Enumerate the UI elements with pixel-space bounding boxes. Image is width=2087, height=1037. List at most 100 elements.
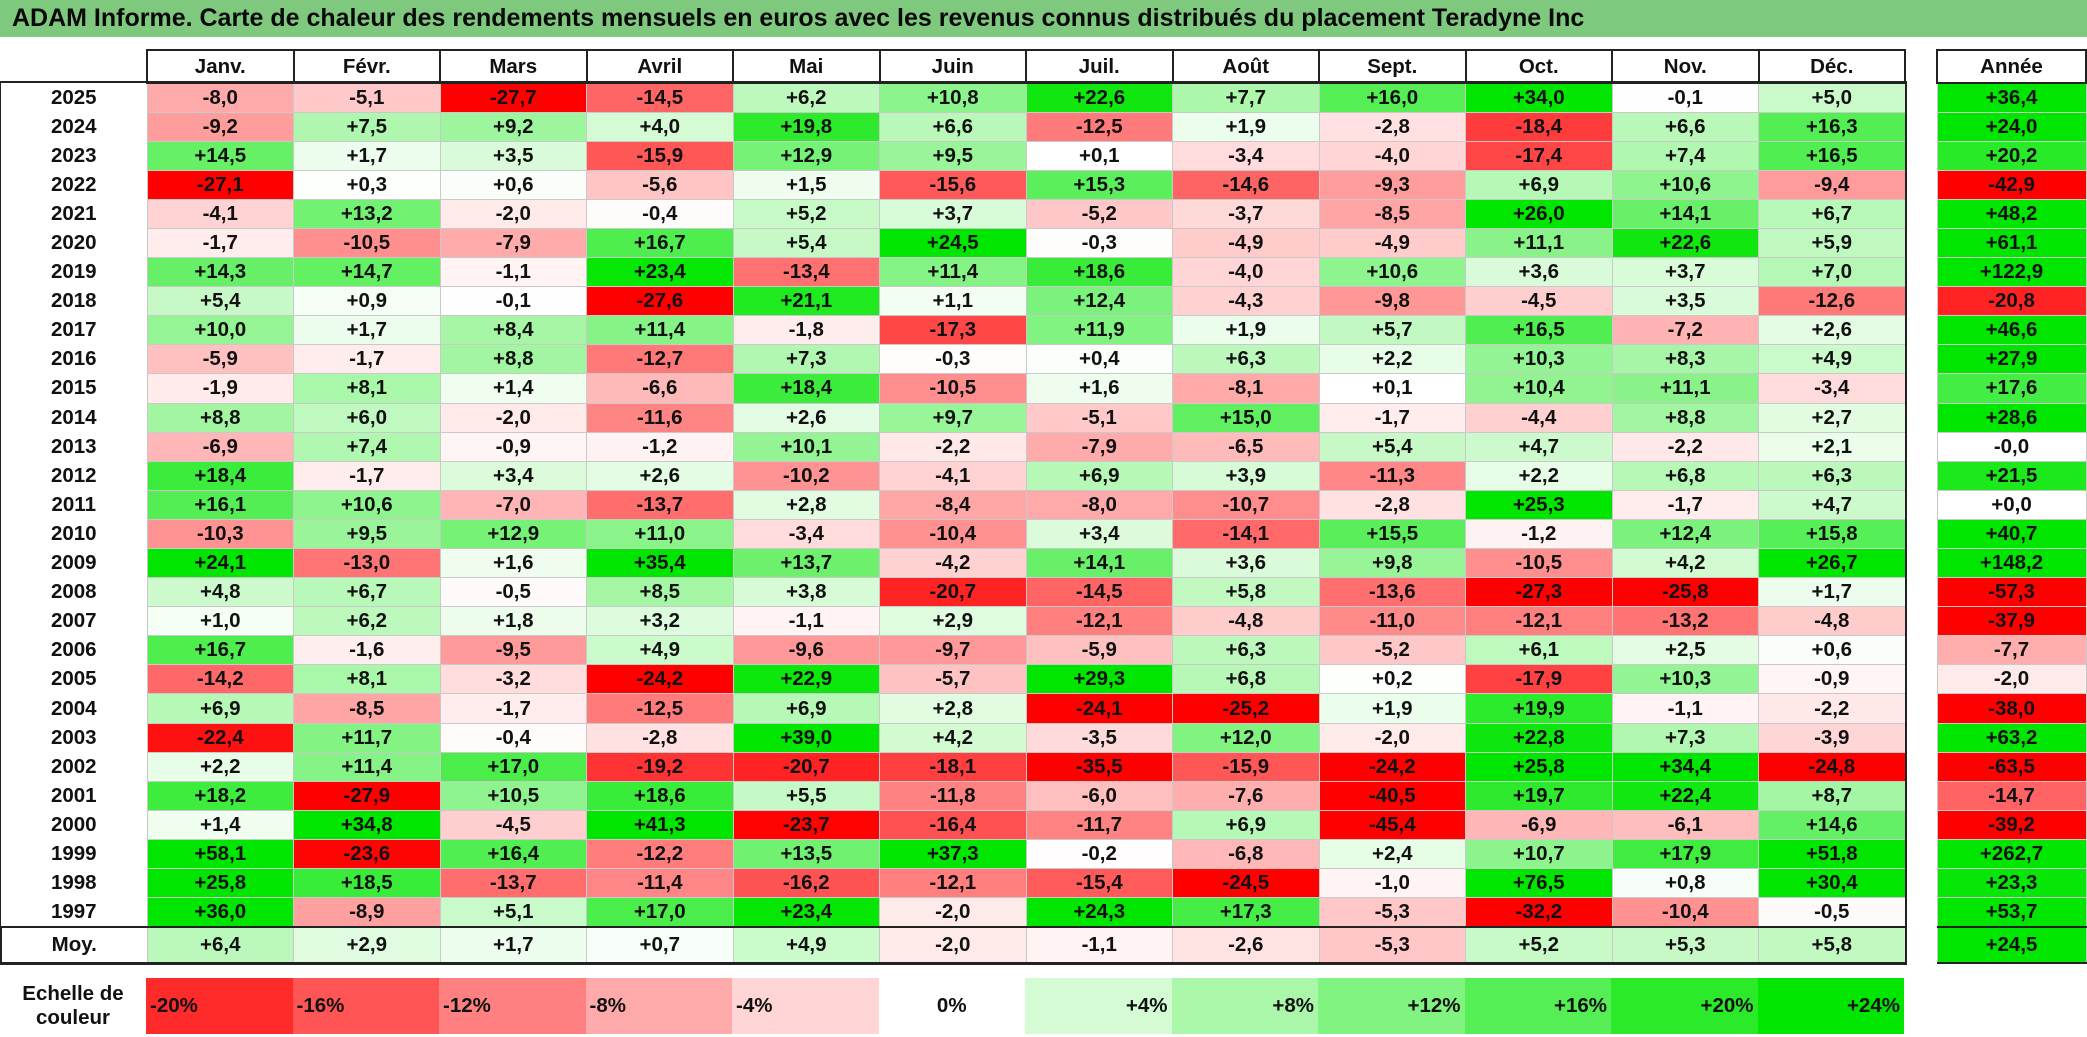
heatmap-cell: +5,9: [1758, 227, 1906, 259]
annual-header: Année: [1936, 49, 2087, 84]
heatmap-cell: +0,1: [1025, 140, 1173, 171]
heatmap-cell: +10,1: [732, 431, 880, 462]
heatmap-cell: +3,6: [1465, 257, 1613, 288]
color-scale-swatch: 0%: [878, 978, 1025, 1034]
heatmap-cell: -12,2: [586, 838, 734, 870]
heatmap-cell: +6,6: [879, 111, 1027, 142]
heatmap-cell: +1,8: [439, 606, 587, 637]
heatmap-cell: -2,0: [439, 198, 587, 229]
heatmap-cell: -11,3: [1318, 460, 1466, 491]
average-cell: -5,3: [1318, 925, 1466, 964]
heatmap-cell: -5,9: [1025, 635, 1173, 666]
heatmap-cell: -14,5: [586, 82, 734, 113]
heatmap-cell: +0,2: [1318, 664, 1466, 695]
heatmap-cell: +8,8: [439, 344, 587, 375]
heatmap-cell: -4,9: [1318, 227, 1466, 259]
year-label: 2016: [1, 344, 147, 374]
heatmap-cell: +10,5: [439, 780, 587, 811]
month-header: Nov.: [1611, 49, 1760, 84]
heatmap-cell: -32,2: [1465, 897, 1613, 928]
year-label: 2003: [1, 723, 147, 753]
heatmap-cell: +22,4: [1611, 780, 1759, 811]
year-row: 2022 -27,1 +0,3 +0,6 -5,6 +1,5 -15,6 +15,3 -14,6…: [1, 169, 1906, 200]
heatmap-cell: +2,2: [146, 751, 294, 782]
month-header: Juil.: [1025, 49, 1174, 84]
heatmap-cell: -27,1: [146, 169, 294, 200]
heatmap-cell: -8,0: [146, 82, 294, 113]
heatmap-cell: +0,3: [293, 169, 441, 200]
heatmap-cell: -27,3: [1465, 577, 1613, 608]
heatmap-cell: -12,5: [1025, 111, 1173, 142]
month-header: Mars: [439, 49, 588, 84]
heatmap-cell: +18,6: [586, 780, 734, 811]
annual-cell: +28,6: [1936, 402, 2087, 433]
heatmap-cell: +14,5: [146, 140, 294, 171]
heatmap-cell: +6,0: [293, 402, 441, 433]
heatmap-cell: -12,7: [586, 344, 734, 375]
annual-cell: +53,7: [1936, 897, 2087, 928]
average-cell: -2,6: [1172, 925, 1320, 964]
heatmap-cell: +5,5: [732, 780, 880, 811]
year-row: 2005 -14,2 +8,1 -3,2 -24,2 +22,9 -5,7 +29,3 +6,8…: [1, 664, 1906, 695]
month-header: Juin: [878, 49, 1027, 84]
heatmap-cell: -8,5: [1318, 198, 1466, 229]
heatmap-cell: +19,9: [1465, 693, 1613, 724]
annual-cell: -57,3: [1936, 577, 2087, 608]
heatmap-cell: -9,5: [439, 635, 587, 666]
year-row: 2016 -5,9 -1,7 +8,8 -12,7 +7,3 -0,3 +0,4 +6,3 +2,…: [1, 344, 1906, 375]
heatmap-cell: +14,3: [146, 257, 294, 288]
heatmap-cell: -2,2: [879, 431, 1027, 462]
heatmap-cell: +10,3: [1465, 344, 1613, 375]
heatmap-cell: +26,0: [1465, 198, 1613, 229]
heatmap-cell: +2,2: [1318, 344, 1466, 375]
year-label: 2022: [1, 170, 147, 200]
heatmap-cell: +3,4: [439, 460, 587, 491]
heatmap-cell: -11,6: [586, 402, 734, 433]
year-row: 2000 +1,4 +34,8 -4,5 +41,3 -23,7 -16,4 -11,7 +6,…: [1, 809, 1906, 840]
average-label: Moy.: [0, 925, 147, 964]
color-scale-swatch: -20%: [146, 978, 293, 1034]
heatmap-cell: -6,8: [1172, 838, 1320, 870]
heatmap-cell: +37,3: [879, 838, 1027, 870]
heatmap-cell: +22,6: [1025, 82, 1173, 113]
heatmap-cell: +17,3: [1172, 897, 1320, 928]
heatmap-cell: +0,6: [439, 169, 587, 200]
heatmap-cell: +2,6: [586, 460, 734, 491]
heatmap-cell: +13,5: [732, 838, 880, 870]
annual-cell: -20,8: [1936, 286, 2087, 317]
heatmap-cell: +10,3: [1611, 664, 1759, 695]
heatmap-cell: -1,6: [293, 635, 441, 666]
heatmap-cell: -14,6: [1172, 169, 1320, 200]
heatmap-cell: +3,5: [1611, 286, 1759, 317]
annual-cell: +148,2: [1936, 547, 2087, 579]
heatmap-cell: -0,9: [1758, 664, 1906, 695]
heatmap-cell: -1,7: [146, 227, 294, 259]
heatmap-cell: -0,2: [1025, 838, 1173, 870]
heatmap-cell: -1,2: [586, 431, 734, 462]
annual-cell: -2,0: [1936, 664, 2087, 695]
year-row: 2019 +14,3 +14,7 -1,1 +23,4 -13,4 +11,4 +18,6 -4…: [1, 257, 1906, 288]
color-scale-label: Echelle de couleur: [22, 982, 124, 1029]
heatmap-cell: +11,9: [1025, 315, 1173, 346]
heatmap-cell: -3,4: [1172, 140, 1320, 171]
color-scale-swatch: +8%: [1171, 978, 1318, 1034]
heatmap-cell: -11,4: [586, 868, 734, 899]
heatmap-cell: -2,0: [439, 402, 587, 433]
heatmap-cell: -8,0: [1025, 489, 1173, 520]
heatmap-cell: +25,8: [1465, 751, 1613, 782]
heatmap-cell: -7,2: [1611, 315, 1759, 346]
heatmap-cell: +15,0: [1172, 402, 1320, 433]
heatmap-cell: -4,0: [1318, 140, 1466, 171]
heatmap-cell: -9,4: [1758, 169, 1906, 200]
year-row: 1998 +25,8 +18,5 -13,7 -11,4 -16,2 -12,1 -15,4-…: [1, 868, 1906, 899]
heatmap-cell: +9,7: [879, 402, 1027, 433]
heatmap-cell: +10,6: [1611, 169, 1759, 200]
heatmap-cell: +0,6: [1758, 635, 1906, 666]
heatmap-cell: -5,3: [1318, 897, 1466, 928]
average-cell: +2,9: [293, 925, 441, 964]
year-row: 2002 +2,2 +11,4 +17,0 -19,2 -20,7 -18,1 -35,5 -1…: [1, 751, 1906, 782]
heatmap-cell: -7,9: [439, 227, 587, 259]
year-label: 2001: [1, 781, 147, 811]
heatmap-cell: +7,3: [732, 344, 880, 375]
heatmap-cell: -25,2: [1172, 693, 1320, 724]
